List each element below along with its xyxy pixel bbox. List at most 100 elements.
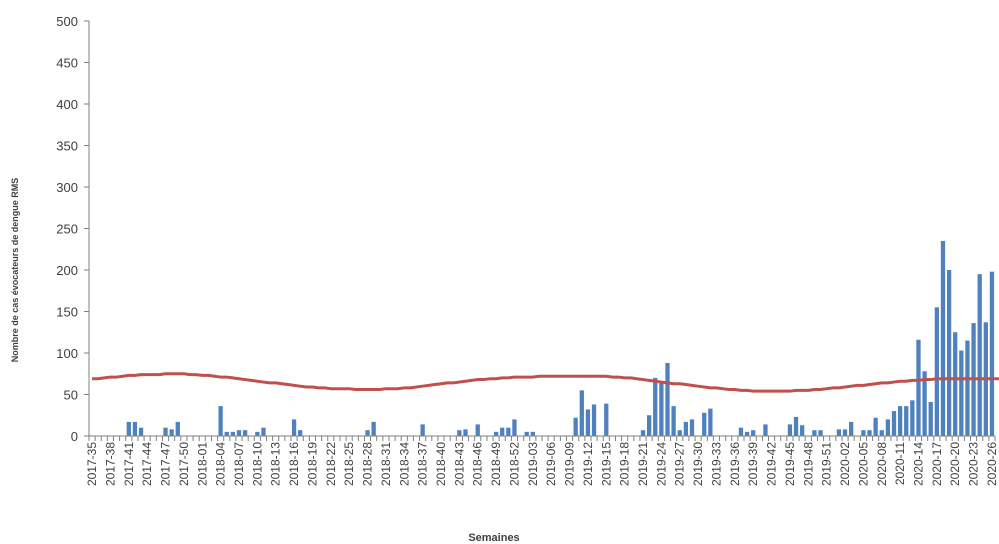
x-tick-label: 2020-17 <box>930 442 944 486</box>
bar-2020-26 <box>989 271 995 436</box>
y-tick-label: 350 <box>56 139 78 154</box>
bar-2019-49 <box>812 430 817 436</box>
x-tick-label: 2018-28 <box>361 442 375 486</box>
bar-2019-32 <box>708 408 713 436</box>
y-tick-label: 0 <box>71 429 78 444</box>
bar-2020-16 <box>928 401 933 436</box>
bar-2020-09 <box>885 419 891 436</box>
x-tick-label: 2018-34 <box>397 442 411 486</box>
bar-2020-14 <box>916 339 921 436</box>
x-tick-label: 2018-13 <box>269 442 283 486</box>
x-tick-label: 2019-06 <box>544 442 558 486</box>
bar-2020-05 <box>861 430 866 436</box>
x-tick-label: 2019-12 <box>581 442 595 486</box>
bar-2020-22 <box>965 340 970 436</box>
bar-2018-29 <box>371 421 376 436</box>
bar-2020-08 <box>879 430 884 436</box>
bar-2018-10 <box>255 431 260 436</box>
bar-2018-49 <box>493 431 499 436</box>
bar-2020-19 <box>946 270 952 436</box>
x-tick-label: 2020-05 <box>856 442 870 486</box>
x-tick-label: 2019-39 <box>746 442 760 486</box>
bar-2020-01 <box>836 429 842 436</box>
x-tick-label: 2019-09 <box>563 442 577 486</box>
trend-line <box>92 372 999 393</box>
bar-2020-07 <box>873 417 878 436</box>
x-tick-label: 2018-16 <box>287 442 301 486</box>
x-tick-label: 2017-41 <box>122 442 136 486</box>
bar-2017-42 <box>132 421 138 436</box>
bar-2018-04 <box>218 406 223 436</box>
bar-2020-15 <box>922 371 927 436</box>
bar-2020-24 <box>977 274 982 436</box>
bar-2019-45 <box>787 424 793 436</box>
x-tick-label: 2018-04 <box>214 442 228 486</box>
bar-2018-28 <box>365 430 370 436</box>
bar-2020-21 <box>959 350 964 436</box>
bar-2019-29 <box>689 419 695 436</box>
bar-2019-23 <box>653 377 658 436</box>
x-tick-label: 2018-25 <box>342 442 356 486</box>
x-tick-label: 2019-18 <box>618 442 632 486</box>
bar-2019-03 <box>530 431 535 436</box>
x-tick-label: 2018-40 <box>434 442 448 486</box>
y-tick-label: 200 <box>56 263 78 278</box>
x-tick-label: 2020-08 <box>875 442 889 486</box>
x-tick-label: 2017-35 <box>85 442 99 486</box>
x-tick-label: 2019-27 <box>673 442 687 486</box>
x-tick-label: 2018-31 <box>379 442 393 486</box>
bar-2019-37 <box>738 427 744 436</box>
bar-2018-08 <box>242 430 248 436</box>
x-tick-label: 2019-24 <box>654 442 668 486</box>
x-tick-label: 2019-21 <box>636 442 650 486</box>
bar-2019-28 <box>683 421 689 436</box>
bar-2019-47 <box>800 425 805 436</box>
x-tick-label: 2019-03 <box>526 442 540 486</box>
x-tick-label: 2019-42 <box>765 442 779 486</box>
x-tick-label: 2020-23 <box>967 442 981 486</box>
bar-2017-41 <box>126 421 131 436</box>
bar-2018-17 <box>298 430 303 436</box>
y-tick-label: 250 <box>56 222 78 237</box>
x-tick-label: 2019-45 <box>783 442 797 486</box>
y-axis-label: Nombre de cas évocateurs de dengue RMS <box>10 178 20 363</box>
bar-2017-47 <box>163 427 168 436</box>
bar-2019-24 <box>659 382 664 436</box>
x-axis-label: Semaines <box>468 532 519 544</box>
bar-2018-05 <box>224 431 229 436</box>
x-tick-label: 2018-19 <box>305 442 319 486</box>
bar-2018-43 <box>457 430 462 436</box>
bar-2020-02 <box>842 429 848 436</box>
bar-2020-13 <box>910 400 915 436</box>
bar-2018-50 <box>500 427 505 436</box>
bar-2019-50 <box>818 430 823 436</box>
x-axis-ticks: 2017-35 2017-38 2017-41 2017-44 2017-47 2017-… <box>85 436 999 486</box>
bar-2019-13 <box>591 404 597 436</box>
y-tick-label: 450 <box>56 56 78 71</box>
y-tick-label: 50 <box>64 388 78 403</box>
x-tick-label: 2018-10 <box>250 442 264 486</box>
bar-2020-03 <box>849 421 854 436</box>
y-tick-label: 300 <box>56 180 78 195</box>
x-tick-label: 2017-38 <box>103 442 117 486</box>
x-tick-label: 2019-15 <box>599 442 613 486</box>
bar-2020-11 <box>897 406 903 436</box>
bar-2018-07 <box>236 430 242 436</box>
bar-2018-51 <box>506 427 511 436</box>
bar-2019-10 <box>573 417 578 436</box>
x-tick-label: 2019-48 <box>801 442 815 486</box>
bar-2018-06 <box>230 431 236 436</box>
y-tick-label: 100 <box>56 346 78 361</box>
bar-2018-11 <box>261 427 266 436</box>
bar-2019-11 <box>579 390 584 436</box>
bar-2019-38 <box>744 431 750 436</box>
x-tick-label: 2018-52 <box>507 442 521 486</box>
x-tick-label: 2020-26 <box>985 442 999 486</box>
x-tick-label: 2017-50 <box>177 442 191 486</box>
bar-2019-21 <box>640 430 646 436</box>
bar-2020-20 <box>953 332 958 436</box>
x-tick-label: 2019-30 <box>691 442 705 486</box>
x-tick-label: 2017-47 <box>159 442 173 486</box>
x-tick-label: 2019-33 <box>709 442 723 486</box>
